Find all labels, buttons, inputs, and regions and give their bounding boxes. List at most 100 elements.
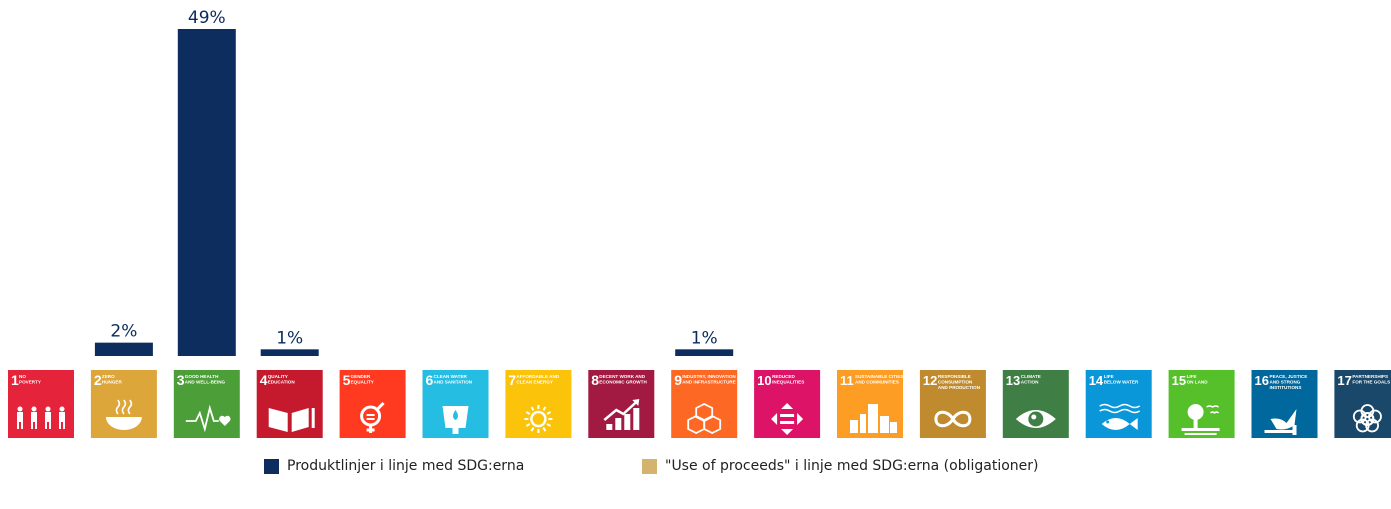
dove-icon: [1264, 409, 1297, 435]
sdg-tile-title-line: AND SANITATION: [434, 380, 473, 385]
legend-label-product-lines: Produktlinjer i linje med SDG:erna: [287, 458, 525, 474]
sdg-tile-title-line: LIFE: [1187, 374, 1197, 379]
rings-icon: [1352, 404, 1382, 433]
sdg-tile-number: 1: [11, 372, 19, 388]
cubes-icon: [687, 402, 722, 435]
sdg-tile-number: 4: [260, 372, 268, 388]
sdg-tile-title-line: DECENT WORK AND: [599, 374, 645, 379]
sdg-tile-title-line: AND INFRASTRUCTURE: [682, 380, 736, 385]
sdg-tile-title-line: REDUCED: [772, 374, 795, 379]
sdg-tile-title-line: SUSTAINABLE CITIES: [855, 374, 903, 379]
data-label-sdg-9: 1%: [691, 328, 718, 348]
sdg-tile-number: 10: [757, 373, 771, 388]
sdg-tile-background: [339, 370, 406, 438]
legend-swatch-use-of-proceeds: [642, 458, 657, 474]
sdg-tile-title-line: INDUSTRY, INNOVATION: [682, 374, 736, 379]
sdg-tile-title-line: EQUALITY: [351, 380, 374, 385]
sdg-tile-background: [173, 370, 240, 438]
sdg-tile-title-line: BELOW WATER: [1104, 380, 1139, 385]
data-label-sdg-3: 49%: [188, 8, 226, 28]
bars-layer: 2% 49% 1% 1%: [94, 8, 734, 356]
sdg-tile-number: 16: [1255, 373, 1269, 388]
city-icon: [850, 404, 897, 433]
sdg-tile-title-line: POVERTY: [19, 380, 41, 385]
bowl-icon: [105, 399, 142, 430]
sdg-tile-title-line: AND PRODUCTION: [938, 385, 981, 390]
sdg-tile-number: 11: [840, 373, 854, 388]
sdg-tile-title-line: RESPONSIBLE: [938, 374, 971, 379]
sdg-tile-number: 14: [1089, 373, 1104, 388]
tree-icon: [1181, 404, 1220, 435]
sdg-tile-title-line: GENDER: [351, 374, 371, 379]
sdg-tile-number: 8: [591, 372, 599, 388]
sdg-tile-title-line: LIFE: [1104, 374, 1114, 379]
sdg-tile-title-line: HUNGER: [102, 380, 123, 385]
sdg-tile-title-line: AND COMMUNITIES: [855, 380, 899, 385]
sdg-tile-background: [1168, 370, 1235, 438]
sdg-tile-title-line: NO: [19, 374, 26, 379]
sdg-tile-number: 15: [1172, 373, 1186, 388]
sdg-tile-title-line: ZERO: [102, 374, 115, 379]
data-label-sdg-2: 2%: [110, 322, 137, 342]
sdg-tile-title-line: ACTION: [1021, 380, 1039, 385]
legend-item-use-of-proceeds: "Use of proceeds" i linje med SDG:erna (…: [642, 458, 1038, 474]
sdg-tile-background: [919, 370, 986, 438]
growth-chart-icon: [603, 399, 640, 430]
sdg-tile-title-line: FOR THE GOALS: [1352, 380, 1390, 385]
bar-sdg-9: [675, 349, 734, 356]
sdg-tile-title-line: AND STRONG: [1270, 380, 1301, 385]
sdg-tile-title-line: ON LAND: [1187, 380, 1209, 385]
sdg-tile-title-line: INSTITUTIONS: [1270, 385, 1302, 390]
sdg-tile-number: 13: [1006, 373, 1020, 388]
sdg-tile-title-line: PARTNERSHIPS: [1352, 374, 1388, 379]
bar-sdg-4: [260, 349, 319, 356]
sdg-tile-title-line: AFFORDABLE AND: [516, 374, 559, 379]
sdg-tile-background: [1334, 370, 1391, 438]
sdg-tile-title-line: ECONOMIC GROWTH: [599, 380, 647, 385]
eye-globe-icon: [1015, 410, 1056, 428]
water-drop-icon: [442, 406, 469, 434]
sdg-tile-title-line: AND WELL-BEING: [185, 380, 226, 385]
sdg-tile-title-line: EDUCATION: [268, 380, 296, 385]
sdg-tile-number: 17: [1337, 373, 1351, 388]
sdg-tile-number: 6: [426, 372, 434, 388]
sdg-tile-number: 7: [508, 372, 516, 388]
sdg-tile-title-line: CLIMATE: [1021, 374, 1041, 379]
people-icon: [17, 406, 65, 429]
sdg-tile-title-line: CLEAN WATER: [434, 374, 468, 379]
legend-swatch-product-lines: [264, 458, 279, 474]
legend-item-product-lines: Produktlinjer i linje med SDG:erna: [264, 458, 524, 474]
bar-sdg-3: [177, 29, 236, 356]
fish-icon: [1099, 403, 1141, 430]
book-icon: [268, 408, 315, 432]
sdg-tile-number: 5: [343, 372, 351, 388]
sdg-tile-title-line: INEQUALITIES: [772, 380, 804, 385]
sdg-tile-title-line: CLEAN ENERGY: [516, 380, 553, 385]
sdg-tile-number: 9: [674, 372, 682, 388]
sdg-tile-title-line: QUALITY: [268, 374, 288, 379]
sdg-tile-title-line: CONSUMPTION: [938, 380, 973, 385]
bar-sdg-2: [94, 342, 153, 356]
sdg-tile-title-line: GOOD HEALTH: [185, 374, 219, 379]
data-label-sdg-4: 1%: [276, 328, 303, 348]
heartbeat-icon: [185, 404, 231, 433]
sun-icon: [524, 405, 553, 433]
gender-icon: [360, 401, 385, 433]
